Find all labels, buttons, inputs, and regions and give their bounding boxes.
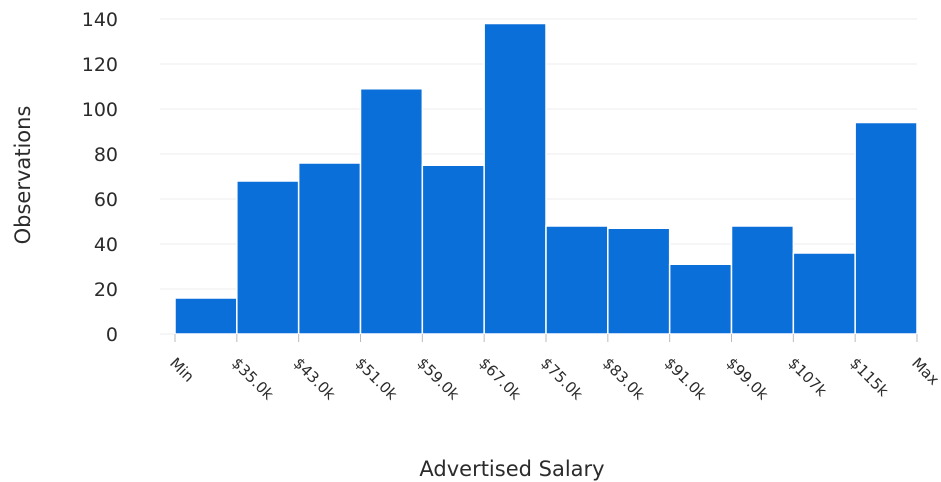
histogram-bar — [545, 225, 609, 335]
x-tick-label: $35.0k — [228, 354, 277, 403]
x-tick-label: $43.0k — [290, 354, 339, 403]
x-tick-label: $51.0k — [352, 354, 401, 403]
y-tick-label: 60 — [94, 189, 118, 211]
y-tick-label: 140 — [82, 9, 118, 31]
histogram-bar — [607, 227, 671, 335]
histogram-bar — [236, 180, 300, 335]
histogram-bar — [668, 263, 733, 335]
x-tick-label: $59.0k — [414, 354, 463, 403]
y-tick-label: 100 — [82, 99, 118, 121]
x-tick-label: $91.0k — [661, 354, 710, 403]
y-tick-label: 40 — [94, 234, 118, 256]
histogram-bar — [730, 225, 795, 335]
y-tick-label: 80 — [94, 144, 118, 166]
y-tick-label: 120 — [82, 54, 118, 76]
x-tick-label: Max — [908, 354, 941, 389]
x-tick-label: $75.0k — [537, 354, 586, 403]
histogram-bar — [483, 22, 547, 335]
x-axis-ticks: Min $35.0k $43.0k $51.0k $59.0k $67.0k $75.0k $… — [166, 334, 941, 404]
x-axis-title: Advertised Salary — [419, 457, 604, 481]
histogram-bar — [854, 121, 918, 335]
x-tick-label: $99.0k — [723, 354, 772, 403]
x-tick-label: Min — [166, 354, 198, 386]
x-tick-label: $115k — [846, 354, 892, 400]
x-tick-label: $67.0k — [475, 354, 524, 403]
y-tick-label: 20 — [94, 279, 118, 301]
y-axis-title: Observations — [11, 106, 35, 245]
bars — [174, 22, 918, 335]
y-axis-ticks: 0 20 40 60 80 100 120 140 — [82, 9, 118, 346]
histogram-bar — [359, 88, 424, 335]
y-tick-label: 0 — [106, 324, 118, 346]
x-tick-label: $107k — [785, 354, 831, 400]
histogram-bar — [792, 252, 856, 335]
histogram-bar — [297, 162, 362, 335]
x-tick-label: $83.0k — [599, 354, 648, 403]
histogram-bar — [421, 164, 485, 335]
histogram-bar — [174, 297, 238, 335]
